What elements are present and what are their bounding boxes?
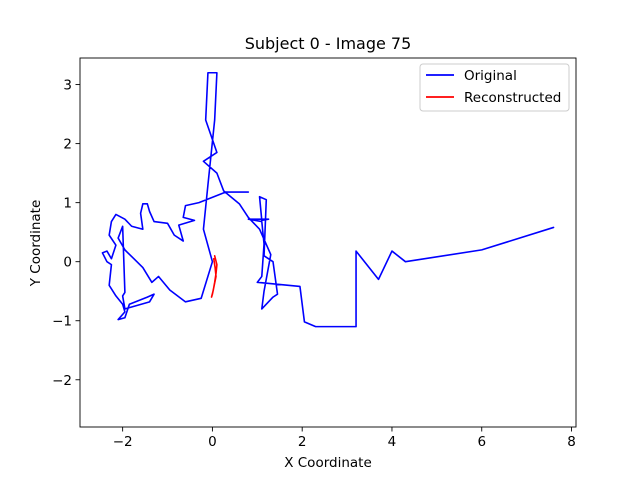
x-axis-ticks: −2 0 2 4 6 8 <box>113 427 576 450</box>
y-tick-label: 2 <box>63 137 72 153</box>
x-tick-label: 8 <box>567 434 576 450</box>
legend-label-original: Original <box>464 68 517 84</box>
y-axis-ticks: −2 −1 0 1 2 3 <box>52 78 80 389</box>
x-tick-label: 4 <box>388 434 397 450</box>
legend-label-reconstructed: Reconstructed <box>464 90 561 106</box>
x-tick-label: 2 <box>298 434 307 450</box>
axes <box>79 57 577 428</box>
legend-box <box>419 63 570 112</box>
y-tick-label: −2 <box>52 373 72 389</box>
y-axis-label: Y Coordinate <box>28 200 44 288</box>
plot-lines <box>101 71 555 328</box>
x-tick-label: 0 <box>208 434 217 450</box>
legend: Original Reconstructed <box>419 63 570 112</box>
plot-frame <box>79 57 577 428</box>
y-tick-label: 3 <box>63 78 72 94</box>
x-tick-label: 6 <box>477 434 486 450</box>
series-line-original <box>101 71 555 328</box>
y-tick-label: 1 <box>63 196 72 212</box>
x-tick-label: −2 <box>113 434 133 450</box>
chart-title: Subject 0 - Image 75 <box>245 34 412 53</box>
y-tick-label: −1 <box>52 314 72 330</box>
y-tick-label: 0 <box>63 255 72 271</box>
x-axis-label: X Coordinate <box>284 455 372 471</box>
series-line-reconstructed <box>210 254 218 298</box>
